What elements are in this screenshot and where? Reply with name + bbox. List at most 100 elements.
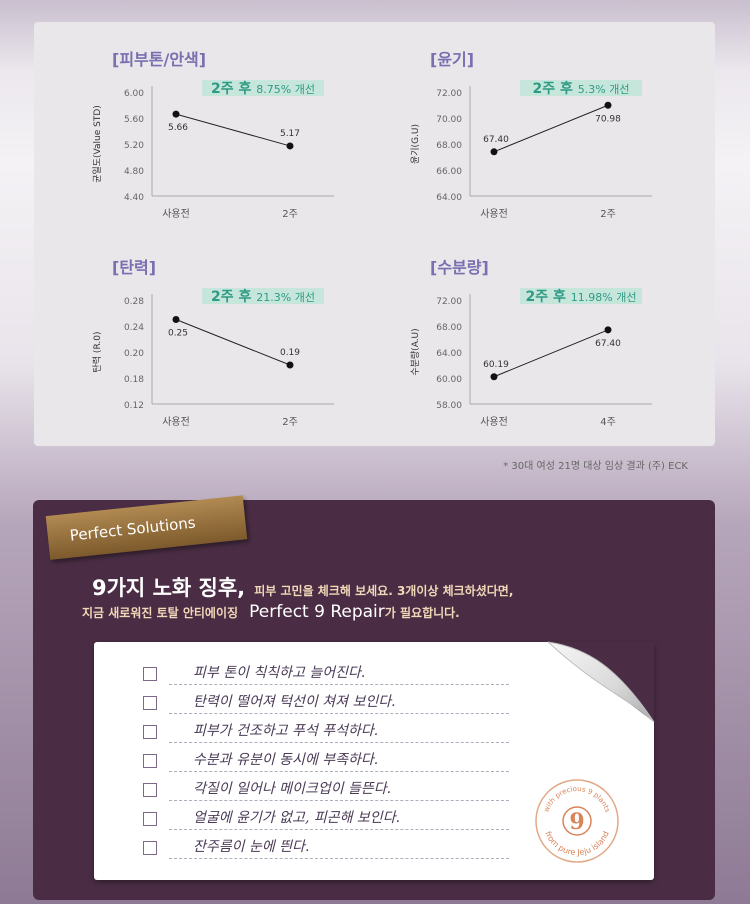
- y-tick-label: 0.28: [124, 297, 144, 307]
- y-tick-label: 72.00: [436, 297, 462, 307]
- improvement-badge: [202, 288, 324, 304]
- improvement-badge-text: 2주 후 8.75% 개선: [211, 81, 315, 97]
- checkbox[interactable]: [143, 841, 157, 855]
- y-tick-label: 68.00: [436, 323, 462, 333]
- checkbox[interactable]: [143, 667, 157, 681]
- y-tick-label: 60.00: [436, 375, 462, 385]
- dashed-rule: [169, 800, 509, 801]
- checklist-subheading: 지금 새로워진 토탈 안티에이징 Perfect 9 Repair가 필요합니다…: [82, 602, 460, 622]
- improvement-badge-text: 2주 후 5.3% 개선: [533, 81, 630, 97]
- seal-number: 9: [569, 809, 584, 835]
- y-tick-label: 0.24: [124, 323, 144, 333]
- x-tick-label: 2주: [600, 209, 616, 220]
- y-tick-label: 6.00: [124, 89, 144, 99]
- chart-title: [피부톤/안색]: [112, 50, 207, 69]
- data-point: [286, 142, 294, 150]
- chart-moisture: [수분량] 2주 후 11.98% 개선 72.00 68.00 64.00 60.00…: [409, 254, 750, 454]
- y-tick-label: 64.00: [436, 193, 462, 203]
- checkbox[interactable]: [143, 696, 157, 710]
- checklist-item-text: 얼굴에 윤기가 없고, 피곤해 보인다.: [193, 810, 401, 826]
- subheading-start: 지금 새로워진 토탈 안티에이징: [82, 606, 239, 620]
- y-tick-label: 72.00: [436, 89, 462, 99]
- dashed-rule: [169, 829, 509, 830]
- line-chart-svg: 2주 후 21.3% 개선 0.28 0.24 0.20 0.18 0.12 탄력 (R.0…: [91, 288, 334, 428]
- improvement-badge-text: 2주 후 11.98% 개선: [526, 289, 637, 305]
- chart-title: [탄력]: [112, 258, 157, 277]
- checklist-item-text: 수분과 유분이 동시에 부족하다.: [193, 752, 379, 768]
- checklist-item: 얼굴에 윤기가 없고, 피곤해 보인다.: [143, 805, 513, 834]
- improvement-badge: [202, 80, 324, 96]
- checkbox[interactable]: [143, 725, 157, 739]
- checkbox[interactable]: [143, 783, 157, 797]
- data-point: [604, 101, 612, 109]
- checklist-item: 피부가 건조하고 푸석 푸석하다.: [143, 718, 513, 747]
- data-point: [604, 326, 612, 334]
- dashed-rule: [169, 713, 509, 714]
- data-label: 67.40: [483, 135, 509, 145]
- jeju-plants-seal-icon: with precious 9 plants from pure Jeju is…: [535, 779, 619, 863]
- checklist-item: 잔주름이 눈에 띈다.: [143, 834, 513, 863]
- y-axis-label: 수분량(A.U): [409, 328, 421, 375]
- x-tick-label: 2주: [282, 209, 298, 220]
- checklist-item-text: 피부 톤이 칙칙하고 늘어진다.: [193, 665, 366, 681]
- x-tick-label: 사용전: [480, 208, 508, 220]
- data-label: 60.19: [483, 360, 509, 370]
- dashed-rule: [169, 742, 509, 743]
- line-chart-svg: 2주 후 5.3% 개선 72.00 70.00 68.00 66.00 64.00 윤기(…: [410, 80, 652, 220]
- y-tick-label: 4.80: [124, 167, 144, 177]
- subheading-end: 가 필요합니다.: [384, 606, 460, 620]
- x-tick-label: 사용전: [480, 416, 508, 428]
- chart-elasticity: [탄력] 2주 후 21.3% 개선 0.28 0.24 0.20 0.18 0.12 탄력…: [91, 254, 432, 454]
- checklist: 피부 톤이 칙칙하고 늘어진다. 탄력이 떨어져 턱선이 쳐져 보인다. 피부가…: [143, 660, 513, 863]
- checkbox[interactable]: [143, 812, 157, 826]
- checklist-heading: 9가지 노화 징후, 피부 고민을 체크해 보세요. 3개이상 체크하셨다면,: [92, 572, 513, 602]
- checklist-item-text: 잔주름이 눈에 띈다.: [193, 839, 310, 855]
- y-tick-label: 0.12: [124, 401, 144, 411]
- line-chart-svg: 2주 후 11.98% 개선 72.00 68.00 64.00 60.00 58.00 수…: [409, 288, 652, 428]
- y-tick-label: 5.20: [124, 141, 144, 151]
- line-chart-svg: 2주 후 8.75% 개선 6.00 5.60 5.20 4.80 4.40 균일도(Val…: [92, 80, 334, 220]
- y-tick-label: 64.00: [436, 349, 462, 359]
- y-tick-label: 70.00: [436, 115, 462, 125]
- y-tick-label: 0.18: [124, 375, 144, 385]
- data-label: 5.66: [168, 123, 188, 133]
- chart-title: [윤기]: [430, 50, 475, 69]
- heading-rest: 피부 고민을 체크해 보세요. 3개이상 체크하셨다면,: [254, 584, 514, 598]
- dashed-rule: [169, 684, 509, 685]
- y-axis-label: 균일도(Value STD): [92, 105, 103, 183]
- checklist-item-text: 피부가 건조하고 푸석 푸석하다.: [193, 723, 379, 739]
- y-tick-label: 68.00: [436, 141, 462, 151]
- x-tick-label: 사용전: [162, 208, 190, 220]
- y-axis-label: 탄력 (R.0): [91, 332, 103, 373]
- checklist-item: 탄력이 떨어져 턱선이 쳐져 보인다.: [143, 689, 513, 718]
- checklist-item: 피부 톤이 칙칙하고 늘어진다.: [143, 660, 513, 689]
- data-point: [490, 373, 498, 381]
- y-tick-label: 4.40: [124, 193, 144, 203]
- checkbox[interactable]: [143, 754, 157, 768]
- data-label: 5.17: [280, 129, 300, 139]
- checklist-item-text: 각질이 일어나 메이크업이 들뜬다.: [193, 781, 392, 797]
- series-line: [493, 104, 609, 153]
- improvement-badge: [520, 80, 642, 96]
- data-label: 67.40: [595, 339, 621, 349]
- data-label: 70.98: [595, 114, 621, 124]
- x-tick-label: 사용전: [162, 416, 190, 428]
- series-line: [175, 113, 291, 147]
- checklist-item-text: 탄력이 떨어져 턱선이 쳐져 보인다.: [193, 694, 396, 710]
- checklist-item: 수분과 유분이 동시에 부족하다.: [143, 747, 513, 776]
- data-point: [490, 148, 498, 156]
- series-line: [175, 319, 291, 366]
- data-label: 0.19: [280, 348, 300, 358]
- data-point: [172, 110, 180, 118]
- y-axis-label: 윤기(G.U): [410, 124, 421, 164]
- dashed-rule: [169, 771, 509, 772]
- heading-big: 9가지 노화 징후,: [92, 576, 246, 600]
- x-tick-label: 2주: [282, 417, 298, 428]
- data-label: 0.25: [168, 329, 188, 339]
- y-tick-label: 58.00: [436, 401, 462, 411]
- improvement-badge: [520, 288, 642, 304]
- data-point: [286, 361, 294, 369]
- x-tick-label: 4주: [600, 417, 616, 428]
- checklist-item: 각질이 일어나 메이크업이 들뜬다.: [143, 776, 513, 805]
- chart-title: [수분량]: [430, 258, 489, 277]
